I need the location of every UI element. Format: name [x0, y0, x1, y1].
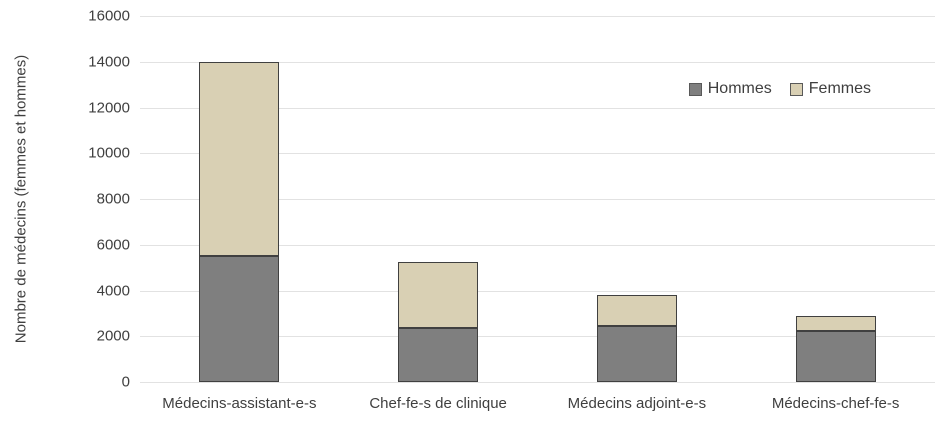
gridline	[140, 244, 935, 246]
bar-segment-hommes	[398, 328, 479, 382]
legend-swatch-femmes-icon	[789, 82, 803, 96]
y-axis-tick-label: 8000	[96, 190, 130, 208]
bar-segment-hommes	[199, 256, 280, 382]
gridline	[140, 16, 935, 17]
bar-segment-hommes	[795, 330, 876, 382]
y-axis-tick-label: 14000	[88, 53, 130, 71]
gridline	[140, 382, 935, 383]
bar-group-1	[140, 16, 339, 382]
gridline	[140, 61, 935, 63]
y-axis-tick-label: 0	[121, 373, 130, 391]
bar-slots	[140, 16, 935, 382]
bar-segment-femmes	[398, 261, 479, 329]
bar-segment-femmes	[795, 315, 876, 331]
x-axis-category-label: Chef-fe-s de clinique	[369, 395, 507, 412]
x-axis-category-labels: Médecins-assistant-e-s Chef-fe-s de clini…	[140, 395, 935, 412]
y-axis-tick-label: 12000	[88, 99, 130, 116]
legend: Hommes Femmes	[688, 80, 871, 98]
plot-area: Hommes Femmes	[140, 16, 935, 383]
gridline	[140, 290, 935, 292]
bar-segment-femmes	[596, 295, 677, 326]
gridline	[140, 336, 935, 338]
y-axis-tick-label: 6000	[96, 236, 130, 254]
gridline	[140, 199, 935, 200]
y-axis-tick-label: 16000	[88, 7, 130, 25]
legend-item-hommes: Hommes	[688, 80, 772, 98]
y-axis-tick-label: 4000	[96, 282, 130, 299]
bar-group-4	[736, 16, 935, 382]
y-axis-tick-label: 10000	[88, 144, 130, 162]
legend-item-femmes: Femmes	[789, 80, 871, 98]
gridline	[140, 153, 935, 155]
bar-group-3	[538, 16, 737, 382]
legend-label-hommes: Hommes	[707, 80, 772, 97]
x-axis-category-label: Médecins-assistant-e-s	[162, 395, 317, 412]
x-axis-category-label: Médecins adjoint-e-s	[567, 395, 707, 412]
y-axis: 0 2000 4000 6000 8000 10000 12000 14000 16000	[0, 8, 130, 391]
x-axis-category-label: Médecins-chef-fe-s	[771, 395, 900, 412]
legend-swatch-hommes-icon	[688, 82, 702, 96]
bar-segment-femmes	[199, 61, 280, 257]
gridline	[140, 107, 935, 109]
y-axis-tick-label: 2000	[96, 327, 130, 345]
legend-label-femmes: Femmes	[808, 80, 871, 97]
bar-segment-hommes	[596, 325, 677, 382]
bar-group-2	[339, 16, 538, 382]
